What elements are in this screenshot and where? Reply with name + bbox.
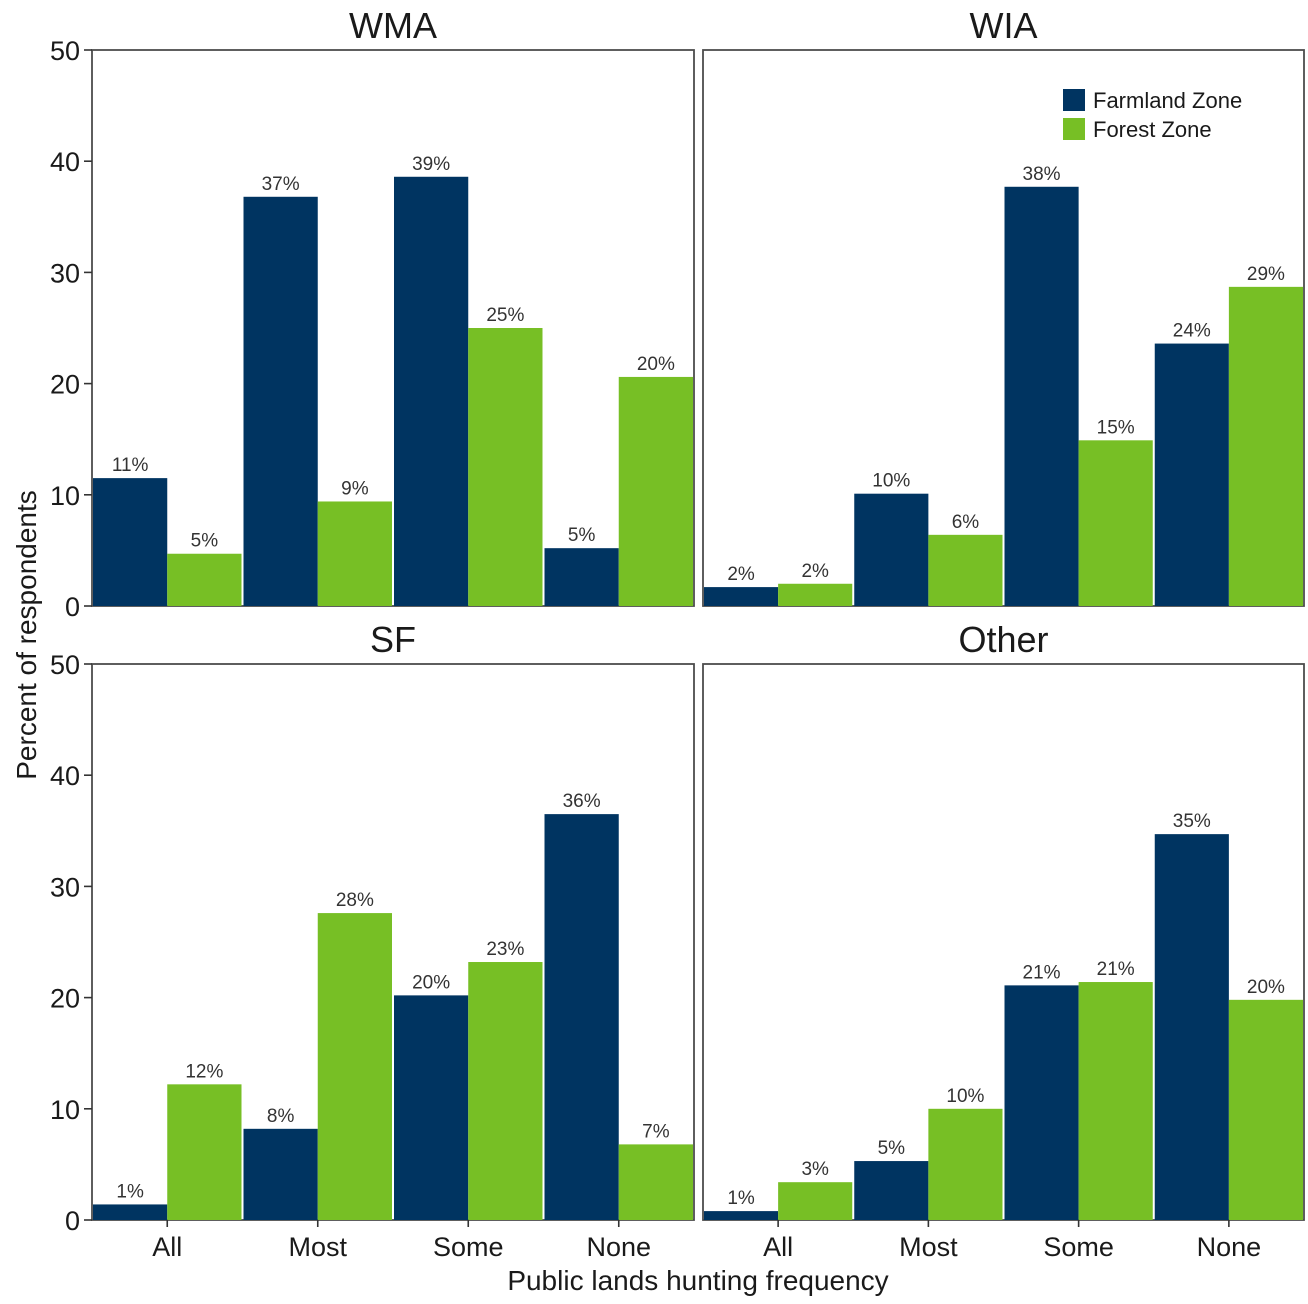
bar-wia-forest-zone-none [1228,286,1303,606]
panel-other-title: Other [958,619,1048,660]
panel-wma-title: WMA [349,5,437,46]
bar-other-farmland-zone-some [1004,985,1079,1220]
bar-sf-farmland-zone-all [93,1204,168,1220]
bar-sf-forest-zone-all [167,1084,242,1220]
legend-swatch-farmland-zone [1063,89,1085,111]
y-axis-title: Percent of respondents [11,490,42,780]
bar-wma-forest-zone-some [468,328,543,606]
bar-label-sf-farmland-zone-none: 36% [563,791,601,812]
bar-label-sf-farmland-zone-some: 20% [412,972,450,993]
bar-label-wma-forest-zone-all: 5% [191,531,219,552]
bar-sf-forest-zone-some [468,962,543,1220]
bar-other-forest-zone-all [778,1182,853,1220]
bar-wia-farmland-zone-some [1004,186,1079,606]
bar-wma-farmland-zone-all [93,478,168,606]
x-tick-label-other-most: Most [899,1232,958,1262]
bar-label-wia-farmland-zone-none: 24% [1173,321,1211,342]
bar-label-wia-farmland-zone-some: 38% [1023,164,1061,185]
bar-label-wma-farmland-zone-some: 39% [412,154,450,175]
bar-other-forest-zone-most [928,1108,1003,1220]
x-tick-label-sf-some: Some [433,1232,504,1262]
bar-label-other-farmland-zone-most: 5% [878,1138,906,1159]
x-tick-label-sf-most: Most [288,1232,347,1262]
x-tick-label-other-none: None [1197,1232,1262,1262]
bar-label-wia-farmland-zone-most: 10% [872,471,910,492]
bar-label-sf-forest-zone-some: 23% [486,939,524,960]
bar-other-forest-zone-some [1078,982,1153,1220]
bar-other-farmland-zone-most [854,1161,929,1220]
bar-label-wma-forest-zone-most: 9% [341,478,369,499]
x-tick-label-sf-none: None [586,1232,651,1262]
legend-label-forest-zone: Forest Zone [1093,117,1212,142]
bar-label-other-forest-zone-some: 21% [1097,959,1135,980]
bar-label-other-forest-zone-most: 10% [946,1086,984,1107]
y-tick-label-sf-30: 30 [50,872,80,902]
bar-label-other-forest-zone-all: 3% [801,1159,829,1180]
bar-wia-forest-zone-most [928,534,1003,606]
bar-label-wia-forest-zone-all: 2% [801,561,829,582]
y-tick-label-wma-40: 40 [50,147,80,177]
bar-label-other-farmland-zone-none: 35% [1173,811,1211,832]
y-tick-label-sf-50: 50 [50,650,80,680]
y-tick-label-wma-30: 30 [50,258,80,288]
bar-wma-forest-zone-most [317,501,392,606]
bar-label-wia-forest-zone-most: 6% [952,512,980,533]
x-tick-label-other-all: All [763,1232,793,1262]
x-tick-label-sf-all: All [152,1232,182,1262]
bar-sf-farmland-zone-none [544,814,619,1220]
bar-label-sf-forest-zone-all: 12% [185,1061,223,1082]
panel-wia-title: WIA [970,5,1038,46]
bar-label-wma-farmland-zone-most: 37% [262,174,300,195]
bar-wia-farmland-zone-most [854,493,929,606]
bar-wma-farmland-zone-none [544,548,619,606]
bar-label-wma-farmland-zone-none: 5% [568,525,596,546]
bar-label-wma-forest-zone-some: 25% [486,305,524,326]
bar-label-sf-farmland-zone-all: 1% [116,1181,144,1202]
legend-swatch-forest-zone [1063,118,1085,140]
bar-label-wia-forest-zone-some: 15% [1097,417,1135,438]
bar-wia-farmland-zone-none [1154,343,1229,606]
bar-other-farmland-zone-none [1154,834,1229,1220]
bar-sf-farmland-zone-some [394,995,469,1220]
bar-wia-farmland-zone-all [704,587,779,606]
bar-label-wma-farmland-zone-all: 11% [112,455,149,476]
bar-label-wia-forest-zone-none: 29% [1247,264,1285,285]
panel-wma-border [91,49,695,607]
bar-wia-forest-zone-all [778,583,853,606]
bar-label-other-farmland-zone-some: 21% [1023,962,1061,983]
bar-label-other-forest-zone-none: 20% [1247,977,1285,998]
bar-wma-farmland-zone-most [243,196,318,606]
x-tick-label-other-some: Some [1043,1232,1114,1262]
x-axis-title: Public lands hunting frequency [507,1265,888,1296]
bar-label-sf-forest-zone-most: 28% [336,890,374,911]
bar-sf-forest-zone-most [317,913,392,1220]
bar-other-farmland-zone-all [704,1211,779,1220]
y-tick-label-sf-20: 20 [50,984,80,1014]
y-tick-label-wma-0: 0 [65,592,80,622]
bar-wma-forest-zone-none [618,376,693,606]
legend-label-farmland-zone: Farmland Zone [1093,88,1242,113]
y-tick-label-wma-10: 10 [50,481,80,511]
y-tick-label-sf-40: 40 [50,761,80,791]
bar-other-forest-zone-none [1228,999,1303,1220]
bar-label-sf-farmland-zone-most: 8% [267,1106,295,1127]
bar-sf-farmland-zone-most [243,1128,318,1220]
y-tick-label-sf-10: 10 [50,1095,80,1125]
bar-wia-forest-zone-some [1078,440,1153,606]
y-tick-label-sf-0: 0 [65,1206,80,1236]
bar-wma-forest-zone-all [167,553,242,606]
bar-wma-farmland-zone-some [394,176,469,606]
y-tick-label-wma-50: 50 [50,36,80,66]
bar-label-wma-forest-zone-none: 20% [637,354,675,375]
bar-sf-forest-zone-none [618,1144,693,1220]
y-tick-label-wma-20: 20 [50,370,80,400]
bar-label-wia-farmland-zone-all: 2% [727,564,755,585]
bar-label-sf-forest-zone-none: 7% [642,1121,670,1142]
panel-sf-title: SF [370,619,416,660]
bar-label-other-farmland-zone-all: 1% [727,1188,755,1209]
